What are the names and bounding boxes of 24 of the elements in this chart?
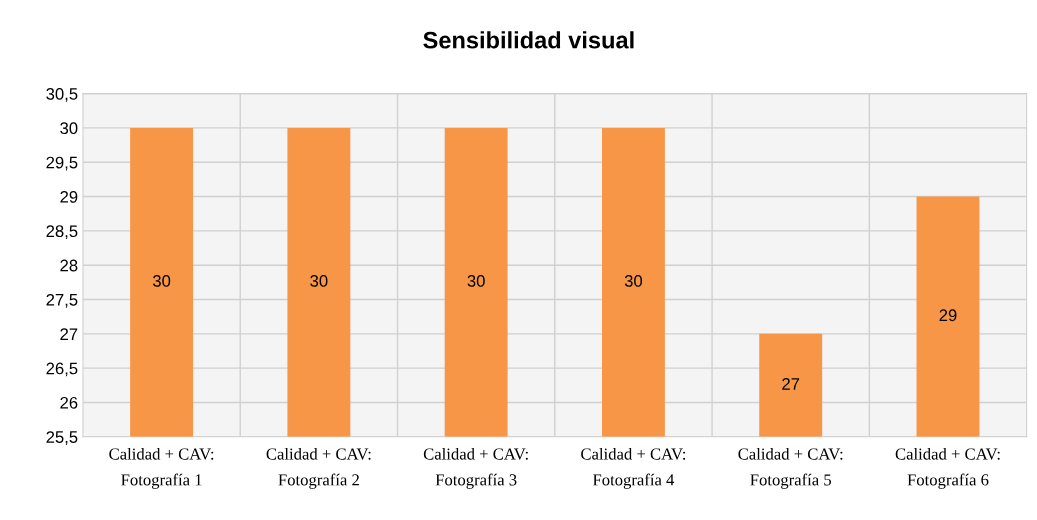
data-label: 30 (624, 275, 643, 287)
data-label: 30 (152, 275, 171, 287)
y-tick-label: 28,5 (46, 225, 78, 240)
y-tick-label: 25,5 (46, 431, 78, 445)
x-tick-label: Calidad + CAV: Fotografía 1 (109, 447, 214, 489)
data-label: 30 (310, 275, 328, 287)
data-label: 30 (467, 275, 485, 287)
y-tick-label: 28 (60, 259, 78, 272)
x-tick-label: Calidad + CAV: Fotografía 5 (738, 447, 843, 489)
x-tick-label: Calidad + CAV: Fotografía 2 (266, 447, 371, 489)
y-tick-label: 26,5 (46, 362, 78, 377)
y-tick-label: 29 (60, 190, 78, 203)
y-tick-label: 27,5 (46, 293, 78, 308)
y-tick-label: 27 (60, 328, 78, 340)
y-tick-label: 30 (60, 122, 78, 135)
data-label: 29 (939, 309, 957, 322)
x-tick-label: Calidad + CAV: Fotografía 4 (581, 447, 686, 489)
data-label: 27 (782, 377, 800, 390)
x-tick-label: Calidad + CAV: Fotografía 6 (895, 447, 1000, 489)
y-tick-label: 29,5 (46, 156, 78, 171)
chart-title: Sensibilidad visual (423, 31, 634, 49)
y-tick-label: 26 (60, 396, 78, 409)
y-tick-label: 30,5 (46, 88, 78, 102)
x-tick-label: Calidad + CAV: Fotografía 3 (423, 447, 528, 489)
